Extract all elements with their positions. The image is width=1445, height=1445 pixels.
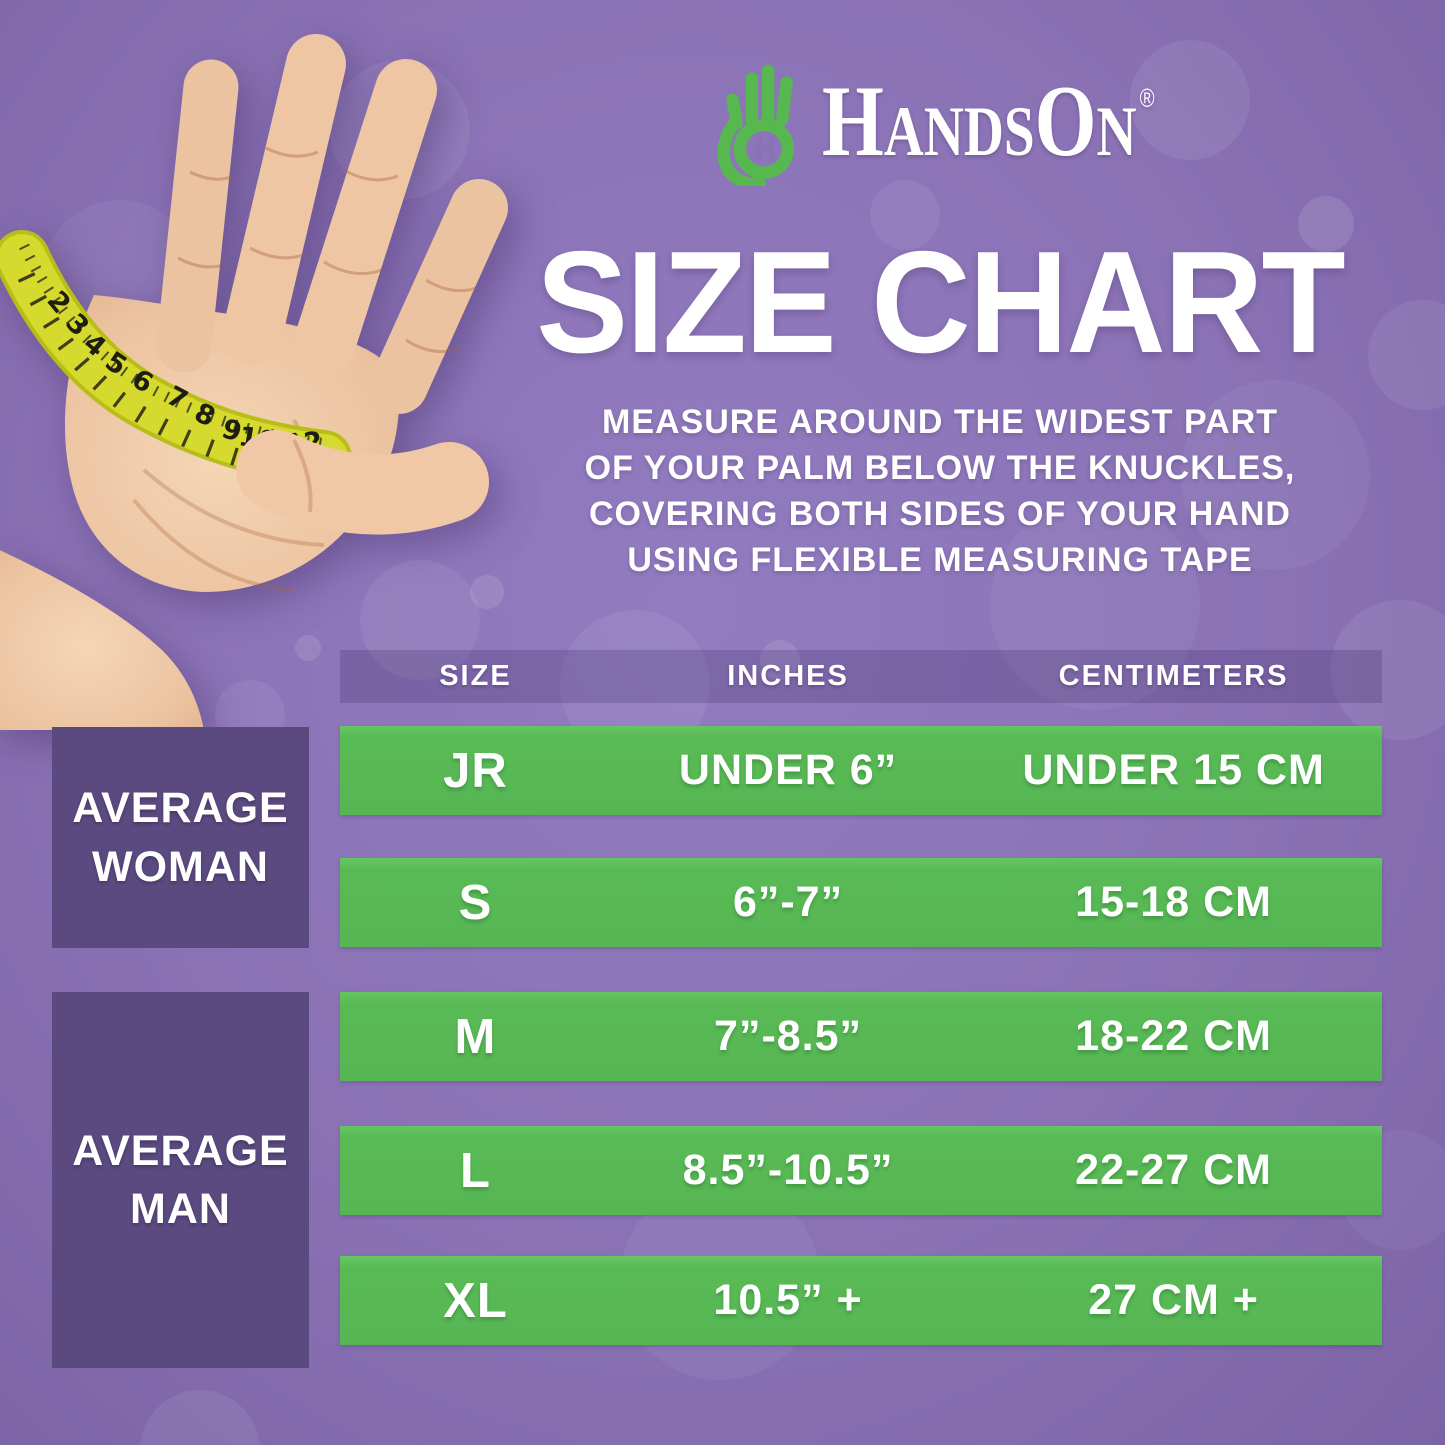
finger-pinky [156,59,239,373]
inches-cell: 6”-7” [732,878,844,926]
centimeters-cell: 27 CM + [1088,1276,1259,1324]
wrist [0,550,204,730]
centimeters-cell: 15-18 CM [1075,878,1272,926]
size-cell: M [454,1009,497,1064]
brand-logo: HandsOn ® [716,58,1244,186]
instruction-line: OF YOUR PALM BELOW THE KNUCKLES, [584,449,1296,487]
size-row-s: S 6”-7” 15-18 CM [340,858,1382,947]
finger-index [370,179,508,414]
background-bubble [140,1390,260,1445]
page-title: SIZE CHART [536,221,1345,383]
instruction-line: COVERING BOTH SIDES OF YOUR HAND [589,495,1291,533]
finger-middle [293,59,437,376]
group-label-average-man: AVERAGE MAN [52,992,309,1368]
inches-cell: 7”-8.5” [714,1012,863,1060]
brand-hand-icon [717,64,794,186]
registered-trademark: ® [1139,83,1155,113]
column-header-inches: INCHES [727,660,849,692]
size-cell: S [458,875,493,930]
thumb [236,430,489,535]
thumb-crease [292,439,313,513]
hand-illustration: 2 3 4 5 6 7 8 9 10 11 12 [0,34,508,730]
instruction-line: USING FLEXIBLE MEASURING TAPE [627,541,1253,579]
centimeters-cell: 22-27 CM [1075,1146,1272,1194]
size-row-jr: JR UNDER 6” UNDER 15 CM [340,726,1382,815]
inches-cell: 10.5” + [713,1276,863,1324]
inches-cell: 8.5”-10.5” [682,1146,894,1194]
brand-name: HandsOn ® [822,65,1155,178]
size-row-l: L 8.5”-10.5” 22-27 CM [340,1126,1382,1215]
size-cell: XL [443,1273,508,1328]
hand-photo: 2 3 4 5 6 7 8 9 10 11 12 [0,0,519,735]
size-row-m: M 7”-8.5” 18-22 CM [340,992,1382,1081]
size-row-xl: XL 10.5” + 27 CM + [340,1256,1382,1345]
inches-cell: UNDER 6” [678,746,898,794]
column-header-centimeters: CENTIMETERS [1058,660,1289,692]
size-table-header: SIZE INCHES CENTIMETERS [340,650,1382,703]
size-cell: L [459,1143,491,1198]
column-header-size: SIZE [439,660,512,692]
group-label-average-woman: AVERAGE WOMAN [52,727,309,948]
measurement-instructions: MEASURE AROUND THE WIDEST PART OF YOUR P… [430,399,1445,583]
instruction-line: MEASURE AROUND THE WIDEST PART [602,403,1278,441]
centimeters-cell: UNDER 15 CM [1022,746,1325,794]
centimeters-cell: 18-22 CM [1075,1012,1272,1060]
size-cell: JR [443,743,508,798]
finger-creases [177,146,477,354]
finger-ring [222,34,346,365]
